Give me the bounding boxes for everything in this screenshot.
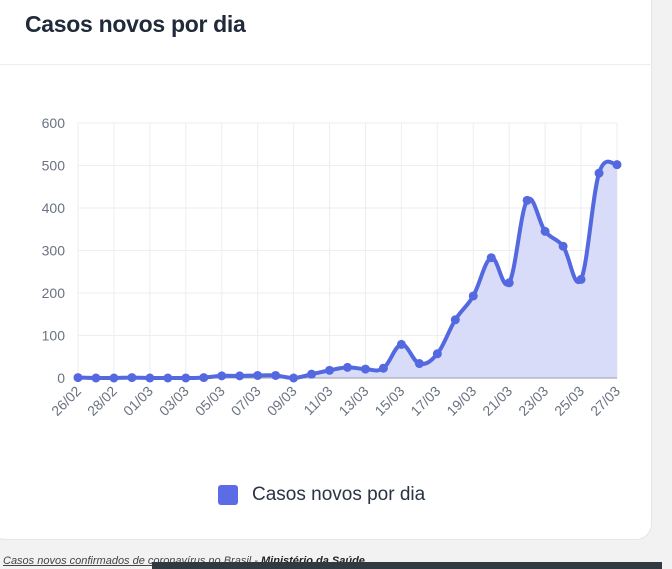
data-point: [289, 373, 299, 383]
x-tick-label: 07/03: [228, 383, 264, 419]
data-point: [432, 349, 442, 359]
x-tick-label: 09/03: [264, 383, 300, 419]
x-tick-label: 01/03: [120, 383, 156, 419]
x-tick-label: 23/03: [515, 383, 551, 419]
x-tick-label: 05/03: [192, 383, 228, 419]
data-point: [163, 373, 173, 383]
data-point: [127, 373, 137, 383]
data-point: [378, 363, 388, 373]
data-point: [181, 373, 191, 383]
x-tick-label: 13/03: [335, 383, 371, 419]
data-point: [109, 373, 119, 383]
y-tick-label: 200: [42, 285, 66, 301]
data-point: [522, 195, 532, 205]
data-point: [145, 373, 155, 383]
x-tick-label: 25/03: [551, 383, 587, 419]
data-point: [307, 369, 317, 379]
legend-label: Casos novos por dia: [252, 484, 426, 505]
x-tick-label: 19/03: [443, 383, 479, 419]
data-point: [396, 339, 406, 349]
divider: [0, 64, 652, 65]
data-point: [343, 362, 352, 372]
chart-title: Casos novos por dia: [25, 11, 246, 37]
data-point: [612, 160, 622, 170]
legend-swatch: [218, 485, 238, 505]
x-tick-label: 21/03: [479, 383, 515, 419]
caption-separator: -: [251, 555, 262, 567]
x-tick-label: 28/02: [84, 383, 120, 419]
data-point: [73, 373, 83, 383]
data-point: [576, 274, 586, 284]
y-tick-label: 0: [57, 370, 65, 386]
y-tick-label: 400: [42, 200, 66, 216]
data-point: [486, 253, 496, 263]
y-tick-label: 500: [42, 158, 66, 174]
data-point: [325, 365, 335, 375]
data-point: [217, 371, 227, 381]
data-point: [91, 373, 101, 383]
data-point: [199, 373, 209, 383]
data-point: [504, 278, 514, 288]
data-point: [414, 359, 424, 369]
x-tick-label: 11/03: [300, 383, 336, 419]
data-point: [271, 370, 281, 380]
x-tick-label: 27/03: [587, 383, 623, 419]
data-point: [594, 168, 604, 178]
area-fill: [78, 161, 617, 379]
data-point: [558, 241, 568, 251]
x-tick-label: 03/03: [156, 383, 192, 419]
x-tick-label: 15/03: [371, 383, 407, 419]
data-point: [468, 291, 478, 301]
data-point: [235, 371, 245, 381]
dark-strip: [152, 562, 662, 569]
data-point: [450, 315, 460, 325]
x-tick-label: 26/02: [48, 383, 84, 419]
data-point: [360, 364, 370, 374]
legend[interactable]: Casos novos por dia: [218, 484, 425, 506]
y-tick-label: 100: [42, 328, 66, 344]
y-tick-label: 600: [42, 115, 66, 131]
y-tick-label: 300: [42, 243, 66, 259]
data-point: [540, 226, 550, 236]
data-point: [253, 370, 263, 380]
x-tick-label: 17/03: [407, 383, 443, 419]
